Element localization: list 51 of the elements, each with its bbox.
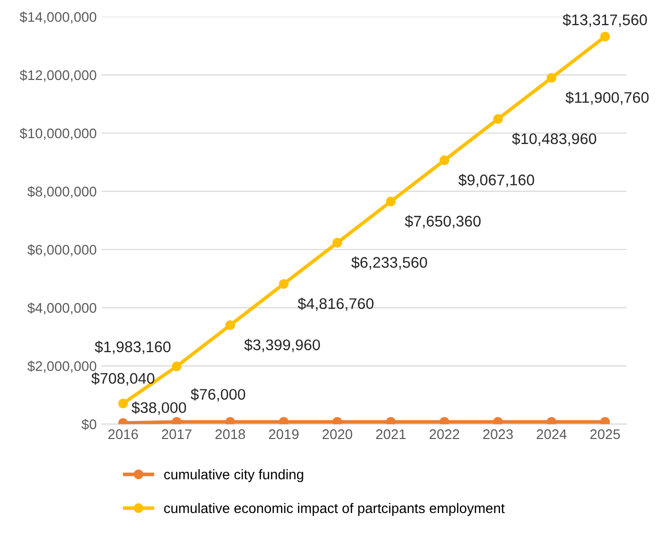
- data-label: $3,399,960: [244, 338, 320, 352]
- point: [225, 417, 236, 424]
- point: [440, 155, 450, 166]
- data-label: $10,483,960: [512, 132, 596, 146]
- data-label: $1,983,160: [94, 340, 171, 354]
- data-label: $76,000: [190, 388, 246, 402]
- legend-label: cumulative city funding: [164, 469, 304, 482]
- data-label: $708,040: [91, 372, 154, 386]
- x-tick-label: 2018: [215, 429, 246, 440]
- point: [493, 417, 503, 424]
- x-tick-label: 2019: [269, 429, 299, 440]
- x-tick-label: 2021: [376, 429, 406, 440]
- y-tick-label: $8,000,000: [27, 186, 96, 198]
- data-label: $13,317,560: [562, 14, 647, 28]
- point: [600, 32, 610, 42]
- point: [440, 417, 450, 424]
- point: [332, 238, 342, 248]
- x-tick-label: 2023: [483, 429, 513, 440]
- y-tick-label: $2,000,000: [27, 360, 96, 373]
- y-tick-label: $6,000,000: [27, 244, 96, 256]
- point: [386, 196, 396, 206]
- data-label: $7,650,360: [404, 215, 481, 228]
- data-label: $4,816,760: [298, 298, 374, 311]
- point: [493, 114, 503, 124]
- point: [225, 320, 236, 330]
- x-tick-label: 2020: [322, 429, 352, 440]
- y-tick-label: $0: [82, 418, 96, 430]
- y-tick-label: $10,000,000: [20, 128, 96, 140]
- point: [172, 362, 182, 372]
- point: [546, 417, 556, 424]
- x-tick-label: 2024: [536, 429, 567, 440]
- x-tick-label: 2022: [430, 429, 460, 440]
- data-label: $11,900,760: [566, 91, 649, 105]
- x-tick-label: 2016: [108, 429, 138, 440]
- point: [386, 417, 396, 424]
- point: [546, 72, 556, 83]
- x-tick-label: 2017: [162, 429, 192, 440]
- x-tick-label: 2025: [590, 429, 620, 440]
- point: [278, 417, 289, 424]
- point: [118, 398, 128, 408]
- y-tick-label: $4,000,000: [27, 302, 96, 315]
- y-tick-label: $12,000,000: [20, 70, 96, 82]
- data-label: $6,233,560: [351, 256, 428, 270]
- point: [278, 279, 289, 289]
- point: [600, 417, 610, 424]
- point: [172, 417, 182, 424]
- data-label: $9,067,160: [458, 174, 534, 188]
- legend-label: cumulative economic impact of partcipants employment: [164, 502, 505, 516]
- point: [332, 417, 342, 424]
- data-label: $38,000: [132, 402, 186, 415]
- y-tick-label: $14,000,000: [20, 11, 96, 24]
